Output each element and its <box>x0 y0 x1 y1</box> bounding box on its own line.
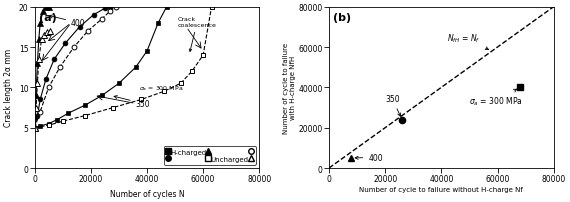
Text: 400: 400 <box>50 16 86 28</box>
Text: 400: 400 <box>355 153 383 162</box>
Legend: H-charged, , , Uncharged, , : H-charged, , , Uncharged, , <box>164 146 256 165</box>
Text: $\sigma_a$ = 300 MPa: $\sigma_a$ = 300 MPa <box>470 90 523 107</box>
Y-axis label: Number of cycle to failure
with H-charge NfH: Number of cycle to failure with H-charge… <box>283 43 296 133</box>
Y-axis label: Crack length 2α mm: Crack length 2α mm <box>4 49 13 127</box>
Text: (a): (a) <box>39 13 57 22</box>
Text: 350: 350 <box>114 96 150 108</box>
X-axis label: Number of cycle to failure without H-charge Nf: Number of cycle to failure without H-cha… <box>360 186 523 192</box>
Text: (b): (b) <box>333 13 352 22</box>
Text: Crack
coalescence: Crack coalescence <box>178 17 217 52</box>
Text: $N_{fH}$ = $N_f$: $N_{fH}$ = $N_f$ <box>447 33 488 50</box>
X-axis label: Number of cycles N: Number of cycles N <box>109 189 184 198</box>
Text: 350: 350 <box>385 95 401 117</box>
Text: $\sigma_a$ = 300 MPa: $\sigma_a$ = 300 MPa <box>139 84 183 92</box>
